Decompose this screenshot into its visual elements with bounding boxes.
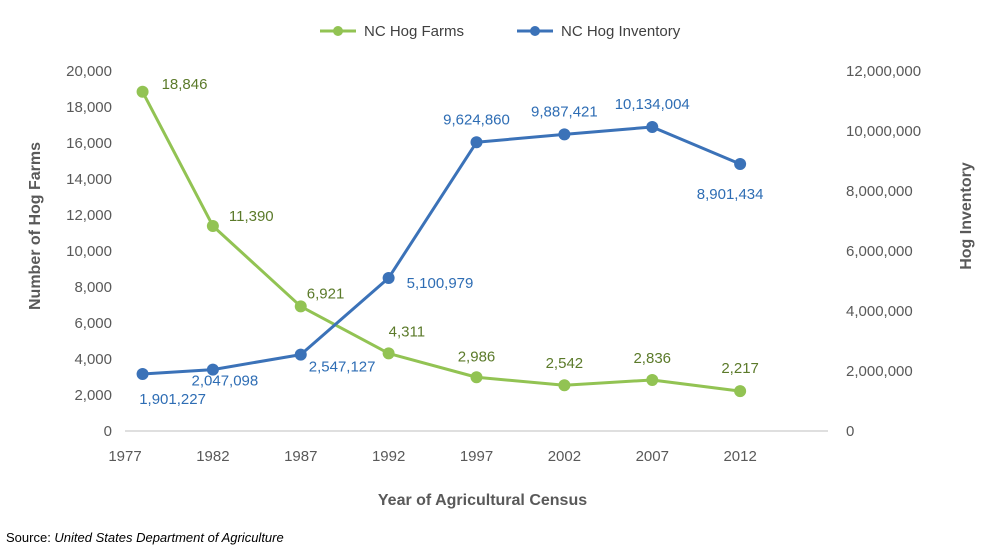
data-label: 10,134,004 — [615, 96, 690, 113]
data-point — [206, 363, 219, 376]
right-y-tick-label: 0 — [846, 423, 854, 440]
right-y-tick-label: 12,000,000 — [846, 63, 921, 80]
data-label: 11,390 — [229, 208, 274, 225]
data-label: 2,047,098 — [192, 373, 259, 390]
right-y-axis-title: Hog Inventory — [958, 162, 975, 270]
x-axis-title: Year of Agricultural Census — [378, 492, 587, 509]
legend-marker — [530, 26, 540, 36]
data-label: 9,887,421 — [531, 103, 598, 120]
right-y-tick-label: 10,000,000 — [846, 123, 921, 140]
x-tick-label: 2012 — [723, 448, 756, 465]
data-point — [136, 85, 149, 98]
data-point — [558, 128, 571, 141]
data-point — [470, 136, 483, 149]
right-y-tick-label: 2,000,000 — [846, 363, 913, 380]
left-y-tick-label: 6,000 — [74, 315, 112, 332]
series-line-hog-inventory — [142, 125, 741, 376]
data-point — [294, 348, 307, 361]
x-tick-label: 1992 — [372, 448, 405, 465]
data-point — [382, 271, 395, 284]
data-label: 5,100,979 — [407, 275, 474, 292]
data-label: 2,986 — [458, 348, 496, 365]
data-point — [206, 219, 219, 232]
chart-legend: NC Hog Farms NC Hog Inventory — [320, 23, 681, 40]
left-y-axis-title: Number of Hog Farms — [27, 142, 44, 310]
data-point — [558, 379, 571, 392]
source-note: Source: United States Department of Agri… — [6, 530, 284, 545]
series-line-hog-farms — [141, 91, 741, 393]
left-y-tick-label: 10,000 — [66, 243, 112, 260]
right-y-tick-label: 6,000,000 — [846, 243, 913, 260]
chart-tick-labels: 1977 1982 1987 1992 1997 2002 2007 2012 0 2,000 4,… — [66, 63, 921, 465]
x-tick-label: 1987 — [284, 448, 317, 465]
data-point — [734, 157, 747, 170]
data-point — [382, 347, 395, 360]
data-label: 18,846 — [162, 76, 208, 93]
right-y-tick-label: 4,000,000 — [846, 303, 913, 320]
x-tick-label: 1997 — [460, 448, 493, 465]
data-point — [646, 373, 659, 386]
data-point — [734, 385, 747, 398]
left-y-tick-label: 12,000 — [66, 207, 112, 224]
legend-marker — [333, 26, 343, 36]
data-label: 8,901,434 — [697, 186, 764, 203]
data-label: 6,921 — [307, 285, 345, 302]
dual-axis-line-chart: 1977 1982 1987 1992 1997 2002 2007 2012 0 2,000 4,… — [27, 23, 975, 509]
left-y-tick-label: 16,000 — [66, 135, 112, 152]
x-tick-label: 2007 — [636, 448, 669, 465]
legend-label: NC Hog Farms — [364, 23, 464, 40]
source-prefix: Source: — [6, 530, 55, 545]
legend-label: NC Hog Inventory — [561, 23, 681, 40]
x-tick-label: 1982 — [196, 448, 229, 465]
data-label: 2,836 — [633, 350, 671, 367]
left-y-tick-label: 8,000 — [74, 279, 112, 296]
data-label: 2,547,127 — [309, 359, 376, 376]
x-tick-label: 2002 — [548, 448, 581, 465]
left-y-tick-label: 4,000 — [74, 351, 112, 368]
data-point — [294, 300, 307, 313]
left-y-tick-label: 14,000 — [66, 171, 112, 188]
left-y-tick-label: 2,000 — [74, 387, 112, 404]
data-label: 9,624,860 — [443, 111, 510, 128]
left-y-tick-label: 0 — [104, 423, 112, 440]
data-point — [646, 120, 659, 133]
data-label: 2,542 — [546, 355, 584, 372]
left-y-tick-label: 20,000 — [66, 63, 112, 80]
x-tick-label: 1977 — [108, 448, 141, 465]
data-label: 4,311 — [389, 323, 425, 340]
right-y-tick-label: 8,000,000 — [846, 183, 913, 200]
data-label: 1,901,227 — [139, 391, 206, 408]
source-text: United States Department of Agriculture — [54, 530, 284, 545]
data-point — [136, 367, 149, 380]
left-y-tick-label: 18,000 — [66, 99, 112, 116]
chart-series: 18,846 11,390 6,921 4,311 2,986 2,542 2,836 2,2… — [136, 76, 764, 408]
data-point — [470, 371, 483, 384]
data-label: 2,217 — [721, 360, 759, 377]
